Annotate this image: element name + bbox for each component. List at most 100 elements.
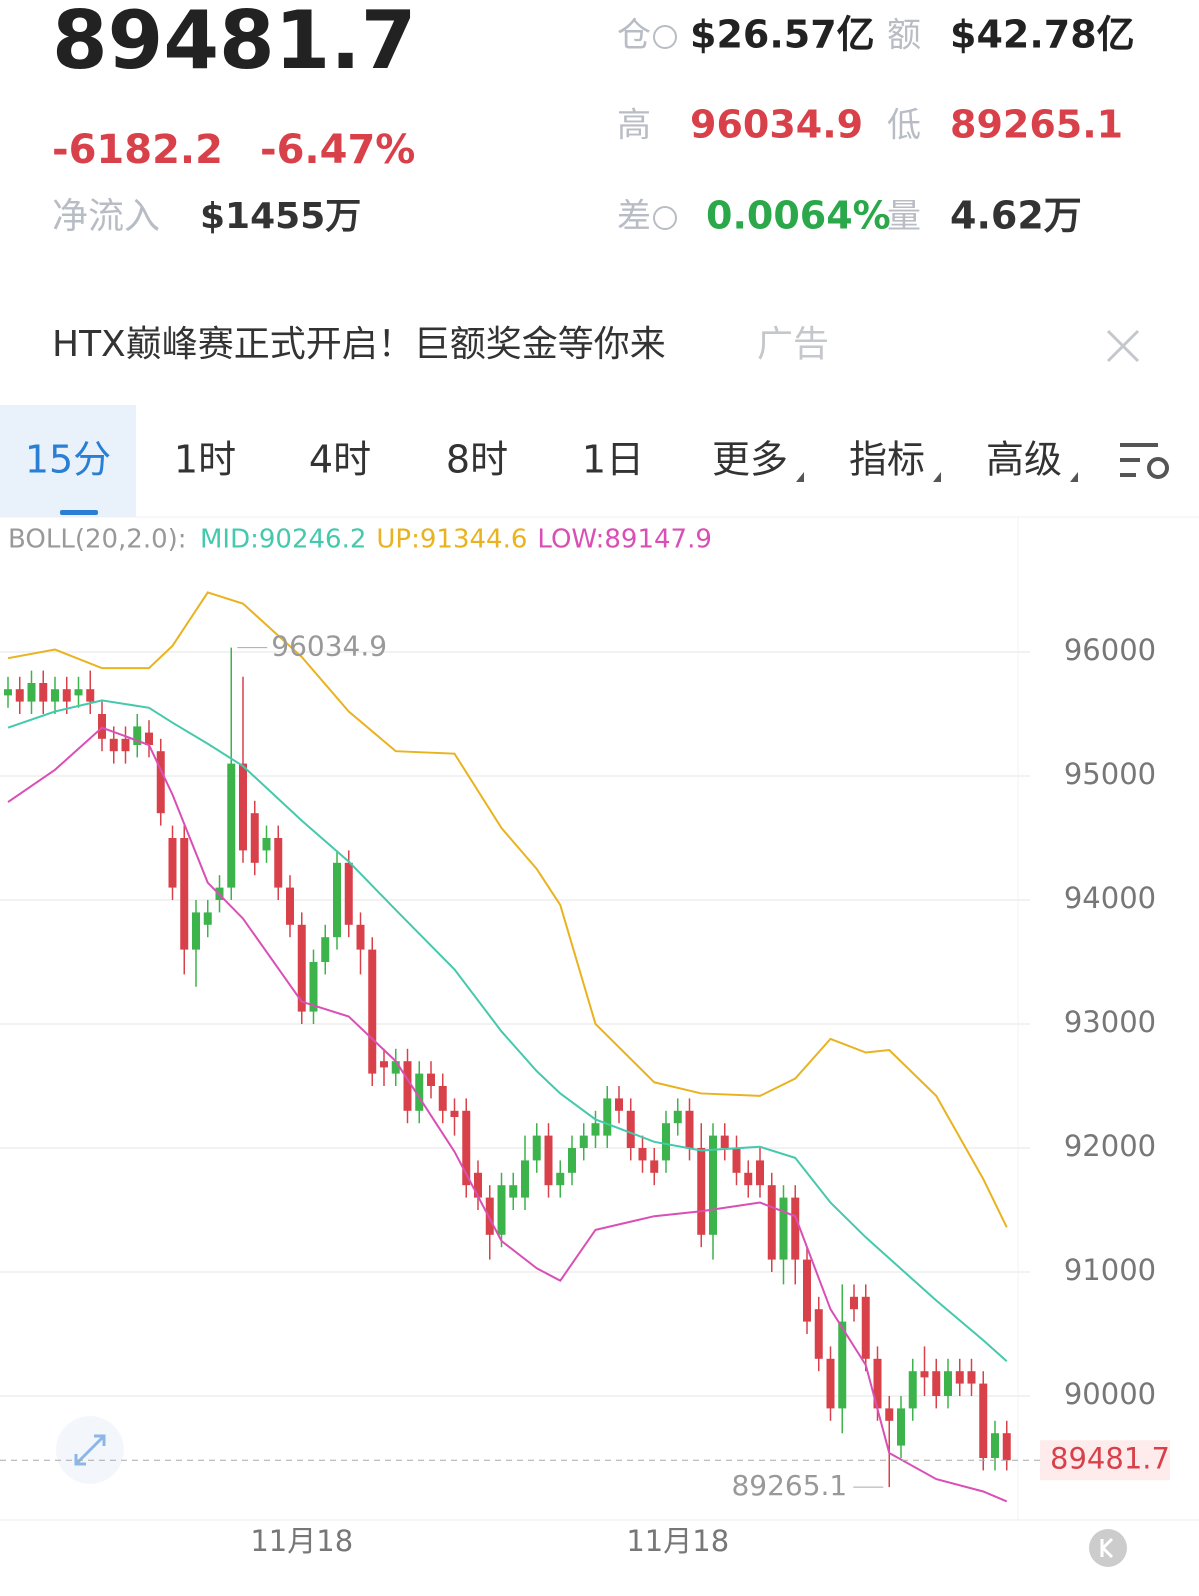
candle-body	[62, 689, 71, 702]
tab[interactable]: 高级	[986, 438, 1062, 482]
candle-body	[168, 838, 177, 888]
tab[interactable]: 指标	[849, 438, 925, 482]
stat-value: $42.78亿	[950, 13, 1135, 57]
candle-body	[662, 1123, 670, 1161]
change: -6182.2	[52, 127, 223, 173]
boll-line	[7, 726, 1008, 1503]
info-icon[interactable]	[653, 206, 677, 230]
tab-indicator	[60, 510, 98, 515]
candle-body	[932, 1371, 941, 1396]
change-pct: -6.47%	[260, 127, 415, 173]
x-tick-label: 11月18	[250, 1524, 353, 1558]
candle-body	[203, 912, 212, 925]
candle-body	[344, 862, 353, 925]
candle-body	[756, 1160, 764, 1186]
candle-body	[979, 1383, 988, 1458]
candle-body	[579, 1135, 588, 1148]
boll-line	[7, 699, 1008, 1363]
tab[interactable]: 8时	[446, 438, 508, 482]
candle-body	[779, 1197, 788, 1260]
candle-body	[438, 1086, 447, 1111]
candle-body	[227, 763, 236, 888]
stat-value: 89265.1	[950, 103, 1123, 147]
settings-icon[interactable]	[1120, 443, 1169, 479]
candle-body	[321, 937, 330, 962]
candle-body	[239, 763, 247, 851]
x-tick-label: 11月18	[626, 1524, 729, 1558]
close-button[interactable]	[1106, 329, 1140, 363]
candle-body	[556, 1172, 565, 1186]
candle-body	[462, 1110, 471, 1186]
candle-body	[380, 1061, 388, 1068]
candle-body	[86, 689, 95, 702]
price: 89481.7	[52, 0, 416, 87]
legend-entry: LOW:89147.9	[537, 525, 711, 555]
candle-body	[403, 1061, 412, 1111]
candle-body	[791, 1197, 800, 1260]
price-tag-bg	[1040, 1440, 1170, 1481]
candle-body	[15, 689, 24, 702]
candle-body	[521, 1160, 529, 1198]
candle-body	[650, 1160, 659, 1173]
candle-body	[368, 949, 377, 1074]
tab[interactable]: 4时	[309, 438, 371, 482]
k-button[interactable]	[1089, 1529, 1127, 1567]
candle-body	[709, 1135, 717, 1235]
candle-body	[309, 962, 318, 1012]
candle-body	[814, 1309, 823, 1359]
candle-body	[991, 1433, 999, 1458]
candle-body	[297, 924, 306, 1012]
candle-body	[944, 1371, 952, 1396]
candle-body	[826, 1358, 835, 1409]
candle-body	[27, 683, 36, 702]
dropdown-mark	[1070, 472, 1078, 482]
candle-body	[908, 1371, 917, 1409]
tab-selected-bg	[0, 405, 136, 517]
candle-body	[74, 689, 83, 696]
min-label: 89265.1	[731, 1469, 847, 1502]
candle-body	[544, 1135, 553, 1186]
candle-body	[156, 751, 165, 814]
inflow-label: 净流入	[52, 196, 160, 237]
candle-body	[391, 1061, 400, 1074]
candle-body	[192, 912, 200, 950]
tab[interactable]: 15分	[25, 438, 111, 482]
tab[interactable]: 更多	[712, 438, 788, 482]
candle-body	[897, 1408, 905, 1446]
stat-label: 差	[617, 197, 651, 237]
candle-body	[51, 689, 59, 702]
candle-body	[39, 683, 48, 702]
candle-body	[133, 726, 142, 745]
ad-tag: 广告	[757, 324, 829, 365]
max-label: 96034.9	[271, 630, 387, 663]
info-icon[interactable]	[653, 25, 677, 49]
candle-body	[532, 1135, 541, 1161]
inflow: $1455万	[200, 196, 361, 237]
candle-body	[568, 1148, 576, 1173]
candle-body	[262, 838, 271, 851]
y-tick-label: 90000	[1064, 1377, 1156, 1411]
candle-body	[603, 1098, 612, 1136]
stat-label: 量	[887, 197, 921, 237]
candle-body	[333, 862, 341, 938]
candle-body	[591, 1123, 600, 1136]
candle-body	[286, 887, 294, 925]
expand-button[interactable]	[56, 1416, 124, 1484]
dropdown-mark	[933, 472, 941, 482]
dropdown-mark	[796, 472, 804, 482]
candle-body	[427, 1073, 435, 1086]
ad-text[interactable]: HTX巅峰赛正式开启！巨额奖金等你来	[52, 324, 666, 365]
candle-body	[955, 1371, 964, 1384]
candle-body	[967, 1371, 976, 1384]
candle-body	[732, 1148, 741, 1173]
candle-body	[274, 838, 283, 888]
stat-label: 仓	[617, 16, 651, 56]
candle-body	[850, 1296, 858, 1310]
tab[interactable]: 1日	[582, 438, 644, 482]
price-tag: 89481.7	[1050, 1441, 1170, 1475]
candle-body	[145, 732, 153, 745]
stat-label: 低	[887, 106, 921, 146]
tab[interactable]: 1时	[174, 438, 236, 482]
